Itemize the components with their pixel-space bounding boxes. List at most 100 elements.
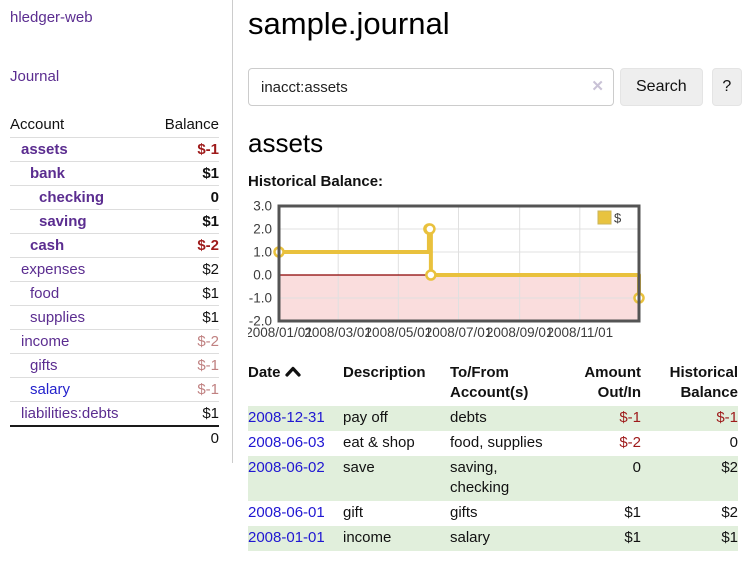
- total-balance: 0: [210, 430, 219, 447]
- transaction-description: income: [343, 529, 392, 546]
- account-balance: $-2: [197, 237, 219, 254]
- transaction-amount: $1: [624, 529, 641, 546]
- transaction-row: 2008-06-01 gift gifts $1 $2: [248, 501, 738, 526]
- search-bar: ✕ Search ?: [248, 68, 742, 106]
- account-table-total-row: 0: [10, 425, 219, 449]
- y-axis-tick-label: 3.0: [253, 199, 272, 214]
- transaction-accounts: gifts: [450, 504, 478, 521]
- transaction-description: pay off: [343, 409, 388, 426]
- app-brand-link[interactable]: hledger-web: [10, 9, 93, 26]
- account-row: saving $1: [10, 209, 219, 233]
- transaction-date-link[interactable]: 2008-06-01: [248, 504, 325, 521]
- y-axis-tick-label: -1.0: [249, 291, 272, 306]
- account-link-saving[interactable]: saving: [39, 213, 87, 230]
- account-row: bank $1: [10, 161, 219, 185]
- account-row: food $1: [10, 281, 219, 305]
- chart-title: Historical Balance:: [248, 173, 384, 190]
- sidebar-item-journal[interactable]: Journal: [10, 68, 60, 85]
- account-link-food[interactable]: food: [30, 285, 60, 302]
- account-balance: $1: [202, 285, 219, 302]
- transaction-amount: $-1: [619, 409, 641, 426]
- legend-swatch: [597, 210, 612, 225]
- transaction-amount: 0: [632, 459, 641, 476]
- sidebar: hledger-web Journal Account Balance asse…: [0, 0, 233, 463]
- account-link-assets[interactable]: assets: [21, 141, 68, 158]
- transaction-accounts: saving, checking: [450, 459, 510, 496]
- account-heading: assets: [248, 128, 324, 158]
- balance-chart-svg: $3.0 2.0 1.0 0.0 -1.0 -2.02008/01/012008/03/0…: [248, 199, 645, 340]
- account-link-checking[interactable]: checking: [39, 189, 105, 206]
- x-axis-tick-label: 2008/03/01: [304, 325, 372, 340]
- account-balance: $-1: [197, 141, 219, 158]
- column-header-amount-out-in: Amount Out/In: [584, 364, 641, 401]
- account-link-liabilities-debts[interactable]: liabilities:debts: [21, 405, 119, 422]
- transaction-row: 2008-01-01 income salary $1 $1: [248, 526, 738, 551]
- account-balance: $-1: [197, 381, 219, 398]
- transaction-balance: $2: [721, 459, 738, 476]
- clear-search-icon[interactable]: ✕: [591, 78, 604, 95]
- transaction-accounts: food, supplies: [450, 434, 543, 451]
- x-axis-tick-label: 2008/07/01: [425, 325, 493, 340]
- account-row: expenses $2: [10, 257, 219, 281]
- account-row: income $-2: [10, 329, 219, 353]
- transaction-amount: $-2: [619, 434, 641, 451]
- y-axis-tick-label: 0.0: [253, 268, 272, 283]
- account-balance: $1: [202, 165, 219, 182]
- column-header-to-from-account-s-: To/From Account(s): [450, 364, 529, 401]
- account-row: cash $-2: [10, 233, 219, 257]
- plot-border: [277, 204, 641, 323]
- sort-ascending-icon[interactable]: [284, 366, 301, 377]
- account-row: supplies $1: [10, 305, 219, 329]
- account-balance: $1: [202, 405, 219, 422]
- help-button[interactable]: ?: [711, 68, 742, 106]
- column-header-date[interactable]: Date: [248, 361, 343, 406]
- main-content: sample.journal ✕ Search ? assets Histori…: [248, 0, 742, 551]
- account-link-bank[interactable]: bank: [30, 165, 66, 182]
- transaction-row: 2008-06-02 save saving, checking 0 $2: [248, 456, 738, 501]
- account-table-header: Account Balance: [10, 113, 219, 137]
- column-header-historical-balance: Historical Balance: [669, 364, 738, 401]
- account-balance: $-2: [197, 333, 219, 350]
- account-link-supplies[interactable]: supplies: [30, 309, 86, 326]
- historical-balance-chart: $3.0 2.0 1.0 0.0 -1.0 -2.0 2008/01/01 2008/03/0…: [248, 198, 742, 344]
- account-link-income[interactable]: income: [21, 333, 70, 350]
- transaction-description: save: [343, 459, 375, 476]
- transaction-date-link[interactable]: 2008-06-03: [248, 434, 325, 451]
- transaction-date-link[interactable]: 2008-01-01: [248, 529, 325, 546]
- account-balance: $-1: [197, 357, 219, 374]
- account-link-salary[interactable]: salary: [30, 381, 71, 398]
- account-link-expenses[interactable]: expenses: [21, 261, 86, 278]
- legend-label: $: [614, 211, 622, 226]
- transaction-accounts: debts: [450, 409, 487, 426]
- account-balance: 0: [210, 189, 219, 206]
- data-point-marker: [425, 269, 437, 281]
- account-balance: $1: [202, 309, 219, 326]
- transaction-row: 2008-12-31 pay off debts $-1 $-1: [248, 406, 738, 431]
- search-input[interactable]: [248, 68, 614, 106]
- transaction-accounts: salary: [450, 529, 491, 546]
- column-header-description: Description: [343, 364, 426, 381]
- transaction-date-link[interactable]: 2008-06-02: [248, 459, 325, 476]
- x-axis-tick-label: 2008/01/01: [248, 325, 313, 340]
- transaction-description: eat & shop: [343, 434, 415, 451]
- account-row: liabilities:debts $1: [10, 401, 219, 425]
- y-axis-tick-label: 2.0: [253, 222, 272, 237]
- account-balance: $1: [202, 213, 219, 230]
- x-axis-tick-label: 2008/05/01: [365, 325, 433, 340]
- account-link-gifts[interactable]: gifts: [30, 357, 58, 374]
- account-link-cash[interactable]: cash: [30, 237, 65, 254]
- transaction-balance: $2: [721, 504, 738, 521]
- transactions-header-row: Date Description To/From Account(s) Amount …: [248, 361, 738, 406]
- transaction-date-link[interactable]: 2008-12-31: [248, 409, 325, 426]
- y-axis-tick-label: 1.0: [253, 245, 272, 260]
- transaction-balance: 0: [729, 434, 738, 451]
- account-balance-table: Account Balance assets $-1 bank $1 checking 0…: [10, 113, 219, 449]
- y-axis-tick-label: -2.0: [249, 314, 272, 329]
- x-axis-tick-label: 2008/09/01: [486, 325, 554, 340]
- search-button[interactable]: Search: [620, 68, 703, 106]
- data-point-marker: [424, 223, 436, 235]
- account-row: salary $-1: [10, 377, 219, 401]
- transaction-row: 2008-06-03 eat & shop food, supplies $-2 0: [248, 431, 738, 456]
- transactions-table: Date Description To/From Account(s) Amount …: [248, 361, 738, 551]
- transaction-description: gift: [343, 504, 364, 521]
